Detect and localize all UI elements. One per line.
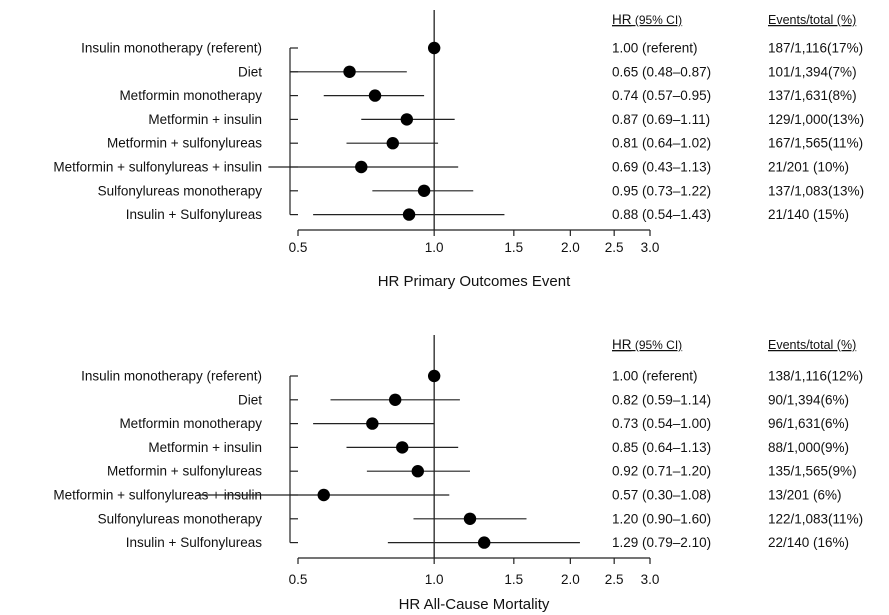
x-tick-label: 0.5 [289,572,308,587]
row-label: Sulfonylureas monotherapy [98,183,263,198]
row-label: Metformin + sulfonylureas + insulin [53,488,262,503]
hr-point [427,41,441,55]
hr-point [411,465,424,478]
hr-point [355,160,368,174]
row-label: Metformin + sulfonylureas [107,136,262,151]
events-value-text: 138/1,116(12%) [768,369,863,384]
x-axis-title: HR All-Cause Mortality [399,596,550,613]
events-value-text: 187/1,116(17%) [768,41,863,56]
events-value-text: 137/1,083(13%) [768,183,864,198]
hr-column-header: HR (95% CI) [612,12,682,27]
events-value-text: 101/1,394(7%) [768,64,857,79]
events-value-text: 88/1,000(9%) [768,440,849,455]
hr-header-label: HR [612,12,632,27]
hr-point [400,113,414,126]
hr-value-text: 0.85 (0.64–1.13) [612,440,711,455]
x-tick-label: 2.0 [561,572,580,587]
hr-value-text: 1.00 (referent) [612,41,698,56]
panel-all-cause-mortality: HR (95% CI) Events/total (%) Insulin monot… [53,335,863,613]
events-value-text: 96/1,631(6%) [768,416,849,431]
row-label: Metformin monotherapy [119,416,262,431]
events-value-text: 21/201 (10%) [768,160,849,175]
hr-value-text: 0.69 (0.43–1.13) [612,160,711,175]
hr-value-text: 1.29 (0.79–2.10) [612,535,711,550]
x-tick-label: 1.5 [504,240,523,255]
hr-point [427,369,441,383]
events-value-text: 13/201 (6%) [768,488,842,503]
events-value-text: 122/1,083(11%) [768,511,863,526]
hr-value-text: 0.92 (0.71–1.20) [612,464,711,479]
panel-primary-outcomes: HR (95% CI) Events/total (%) Insulin monot… [53,10,864,290]
hr-point [388,393,402,406]
row-label: Metformin + sulfonylureas + insulin [53,160,262,175]
hr-point [417,184,431,197]
row-label: Diet [238,64,262,79]
events-value-text: 90/1,394(6%) [768,392,849,407]
row-label: Diet [238,392,262,407]
events-value-text: 135/1,565(9%) [768,464,857,479]
x-tick-label: 3.0 [641,240,660,255]
hr-value-text: 0.57 (0.30–1.08) [612,488,711,503]
hr-point [368,89,382,102]
hr-value-text: 0.82 (0.59–1.14) [612,392,711,407]
hr-value-text: 0.81 (0.64–1.02) [612,136,711,151]
hr-point [343,65,356,79]
hr-value-text: 0.74 (0.57–0.95) [612,88,711,103]
hr-value-text: 0.87 (0.69–1.11) [612,112,710,127]
x-axis-title: HR Primary Outcomes Event [378,273,571,290]
hr-point [396,441,409,454]
row-label: Insulin + Sulfonylureas [126,207,262,222]
events-value-text: 129/1,000(13%) [768,112,864,127]
row-label: Sulfonylureas monotherapy [98,511,263,526]
row-label: Insulin + Sulfonylureas [126,535,262,550]
hr-value-text: 0.65 (0.48–0.87) [612,64,711,79]
ci-header-label: (95% CI) [632,338,683,352]
row-label: Insulin monotherapy (referent) [81,369,262,384]
hr-point [317,488,330,502]
x-tick-label: 3.0 [641,572,660,587]
row-label: Metformin + insulin [148,112,262,127]
hr-point [477,536,491,549]
hr-point [402,208,416,221]
x-tick-label: 2.0 [561,240,580,255]
x-tick-label: 2.5 [605,240,624,255]
x-tick-label: 2.5 [605,572,624,587]
hr-point [366,417,379,430]
hr-value-text: 0.73 (0.54–1.00) [612,416,711,431]
events-column-header: Events/total (%) [768,338,856,352]
events-value-text: 22/140 (16%) [768,535,849,550]
hr-value-text: 0.88 (0.54–1.43) [612,207,711,222]
hr-value-text: 0.95 (0.73–1.22) [612,183,711,198]
row-label: Insulin monotherapy (referent) [81,41,262,56]
hr-point [463,512,477,525]
hr-column-header: HR (95% CI) [612,337,682,352]
row-label: Metformin + insulin [148,440,262,455]
hr-point [386,137,399,150]
hr-header-label: HR [612,337,632,352]
x-tick-label: 1.0 [425,572,444,587]
events-column-header: Events/total (%) [768,13,856,27]
row-label: Metformin + sulfonylureas [107,464,262,479]
events-value-text: 137/1,631(8%) [768,88,857,103]
hr-value-text: 1.00 (referent) [612,369,698,384]
x-tick-label: 1.0 [425,240,444,255]
ci-header-label: (95% CI) [632,13,683,27]
x-tick-label: 0.5 [289,240,308,255]
events-value-text: 167/1,565(11%) [768,136,863,151]
row-label: Metformin monotherapy [119,88,262,103]
events-value-text: 21/140 (15%) [768,207,849,222]
hr-value-text: 1.20 (0.90–1.60) [612,511,711,526]
x-tick-label: 1.5 [504,572,523,587]
